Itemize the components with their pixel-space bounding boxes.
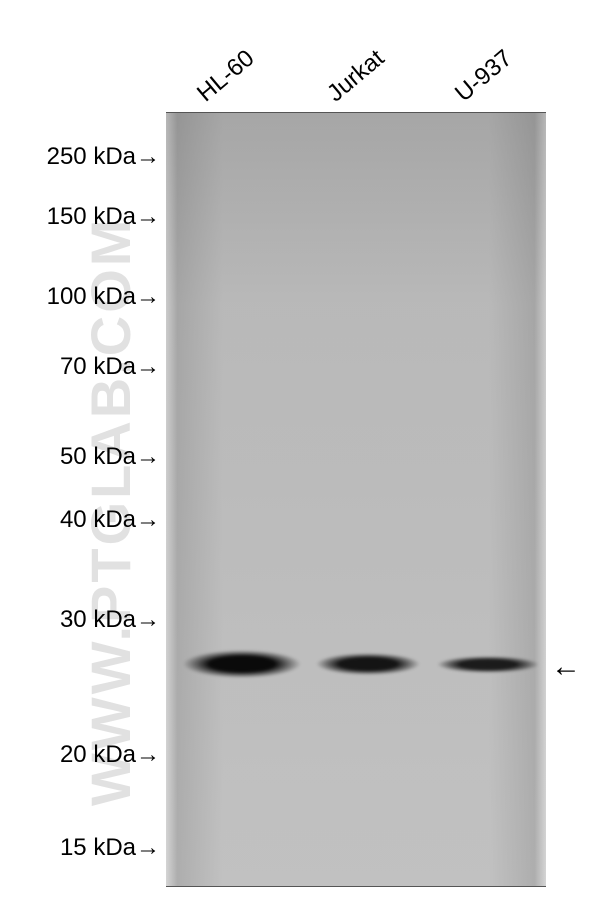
mw-marker-label: 30 kDa→ <box>0 608 160 632</box>
mw-marker-label: 100 kDa→ <box>0 285 160 309</box>
lane-label: Jurkat <box>322 45 390 108</box>
mw-marker-label: 250 kDa→ <box>0 145 160 169</box>
mw-marker-label: 50 kDa→ <box>0 445 160 469</box>
mw-marker-label: 150 kDa→ <box>0 205 160 229</box>
protein-band <box>183 650 301 678</box>
protein-band <box>437 656 539 673</box>
mw-marker-label: 70 kDa→ <box>0 355 160 379</box>
blot-membrane <box>166 112 546 887</box>
lane-label: HL-60 <box>192 45 260 108</box>
lane-label: U-937 <box>450 45 518 108</box>
mw-marker-label: 20 kDa→ <box>0 743 160 767</box>
western-blot-figure: WWW.PTGLAB.COM HL-60JurkatU-937 250 kDa→… <box>0 0 600 903</box>
mw-marker-label: 15 kDa→ <box>0 836 160 860</box>
protein-band <box>316 653 420 675</box>
mw-marker-label: 40 kDa→ <box>0 508 160 532</box>
band-indicator-arrow-icon: ← <box>551 652 581 682</box>
